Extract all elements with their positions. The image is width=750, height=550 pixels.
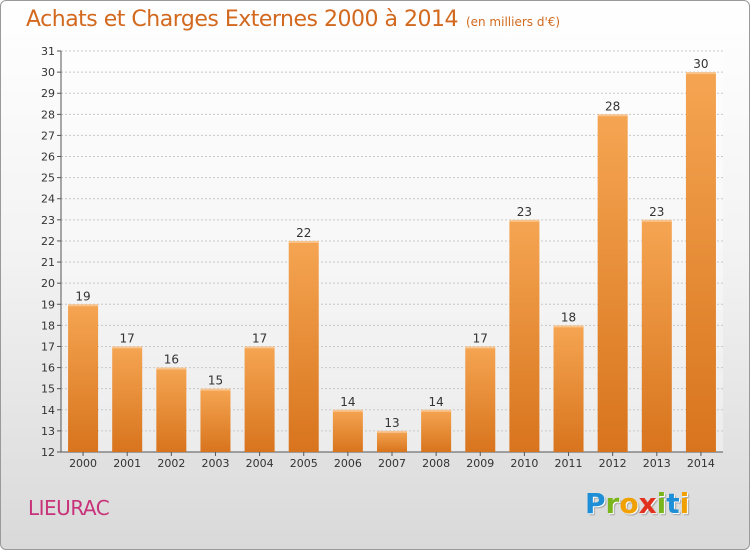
bar-highlight <box>641 219 672 222</box>
x-tick-label-2010: 2010 <box>510 457 538 470</box>
data-label-2011: 18 <box>561 310 576 324</box>
bar-2007 <box>376 430 408 452</box>
bar-2010 <box>509 219 540 452</box>
x-tick-label-2006: 2006 <box>334 457 362 470</box>
x-tick-label-2002: 2002 <box>157 457 185 470</box>
bar-highlight <box>288 240 319 243</box>
y-tick-label: 31 <box>41 45 55 58</box>
bar-highlight <box>332 409 363 412</box>
y-tick-label: 14 <box>41 404 55 417</box>
data-label-2010: 23 <box>517 205 532 219</box>
y-tick-label: 12 <box>41 446 55 459</box>
bar-2004 <box>244 346 275 452</box>
data-label-2006: 14 <box>340 395 355 409</box>
bar-2011 <box>553 325 584 452</box>
data-label-2009: 17 <box>473 331 488 345</box>
y-tick-label: 22 <box>41 235 55 248</box>
bar-highlight <box>509 219 540 222</box>
x-tick-label-2005: 2005 <box>290 457 318 470</box>
data-label-2008: 14 <box>428 395 443 409</box>
x-tick-label-2000: 2000 <box>69 457 97 470</box>
y-tick-label: 27 <box>41 129 55 142</box>
y-tick-label: 30 <box>41 66 55 79</box>
bar-highlight <box>200 388 231 391</box>
bar-highlight <box>156 367 187 370</box>
x-tick-label-2012: 2012 <box>599 457 627 470</box>
data-label-2005: 22 <box>296 226 311 240</box>
y-tick-label: 15 <box>41 383 55 396</box>
x-tick-label-2014: 2014 <box>687 457 715 470</box>
data-label-2004: 17 <box>252 331 267 345</box>
bar-2008 <box>421 409 452 452</box>
x-tick-label-2003: 2003 <box>201 457 229 470</box>
proxiti-logo: Proxiti <box>585 487 689 520</box>
y-tick-label: 25 <box>41 172 55 185</box>
logo-letter: i <box>656 487 667 520</box>
bar-highlight <box>376 430 408 433</box>
data-label-2007: 13 <box>384 416 399 430</box>
y-tick-label: 19 <box>41 298 55 311</box>
commune-name: LIEURAC <box>28 496 110 520</box>
logo-letter: r <box>605 487 620 520</box>
bar-highlight <box>68 304 99 307</box>
bar-highlight <box>553 325 584 328</box>
y-tick-label: 23 <box>41 214 55 227</box>
logo-letter: o <box>619 487 639 520</box>
y-tick-label: 21 <box>41 256 55 269</box>
y-tick-label: 24 <box>41 193 55 206</box>
y-tick-label: 29 <box>41 87 55 100</box>
logo-letter: P <box>585 487 606 520</box>
chart-title: Achats et Charges Externes 2000 à 2014 (e… <box>26 7 560 32</box>
data-label-2000: 19 <box>75 289 90 303</box>
bar-highlight <box>597 114 628 117</box>
x-tick-label-2009: 2009 <box>466 457 494 470</box>
y-tick-label: 20 <box>41 277 55 290</box>
data-label-2013: 23 <box>649 205 664 219</box>
x-tick-label-2011: 2011 <box>555 457 583 470</box>
bar-2003 <box>200 388 231 452</box>
x-tick-label-2007: 2007 <box>378 457 406 470</box>
logo-letter: i <box>679 487 690 520</box>
bar-highlight <box>112 346 143 349</box>
bar-highlight <box>244 346 275 349</box>
bar-2000 <box>68 304 99 452</box>
bar-2013 <box>641 219 672 452</box>
bar-2014 <box>685 72 716 453</box>
y-tick-label: 13 <box>41 425 55 438</box>
data-label-2003: 15 <box>208 374 223 388</box>
x-tick-label-2008: 2008 <box>422 457 450 470</box>
logo-letter: t <box>666 487 680 520</box>
bar-2001 <box>112 346 143 452</box>
data-label-2001: 17 <box>120 331 135 345</box>
y-tick-label: 18 <box>41 319 55 332</box>
bar-2012 <box>597 114 628 452</box>
data-label-2012: 28 <box>605 99 620 113</box>
bar-highlight <box>685 72 716 75</box>
bar-2006 <box>332 409 363 452</box>
bar-2009 <box>465 346 496 452</box>
bar-highlight <box>421 409 452 412</box>
x-tick-label-2001: 2001 <box>113 457 141 470</box>
chart-subtitle: (en milliers d'€) <box>465 15 561 29</box>
data-label-2002: 16 <box>164 353 179 367</box>
x-tick-label-2013: 2013 <box>643 457 671 470</box>
bar-2002 <box>156 367 187 452</box>
y-tick-label: 17 <box>41 340 55 353</box>
bar-highlight <box>465 346 496 349</box>
chart-title-text: Achats et Charges Externes 2000 à 2014 <box>26 7 458 32</box>
y-tick-label: 16 <box>41 362 55 375</box>
x-tick-label-2004: 2004 <box>246 457 274 470</box>
data-label-2014: 30 <box>693 57 708 71</box>
logo-letter: x <box>638 487 657 520</box>
y-tick-label: 26 <box>41 151 55 164</box>
bar-2005 <box>288 240 319 452</box>
y-tick-label: 28 <box>41 108 55 121</box>
